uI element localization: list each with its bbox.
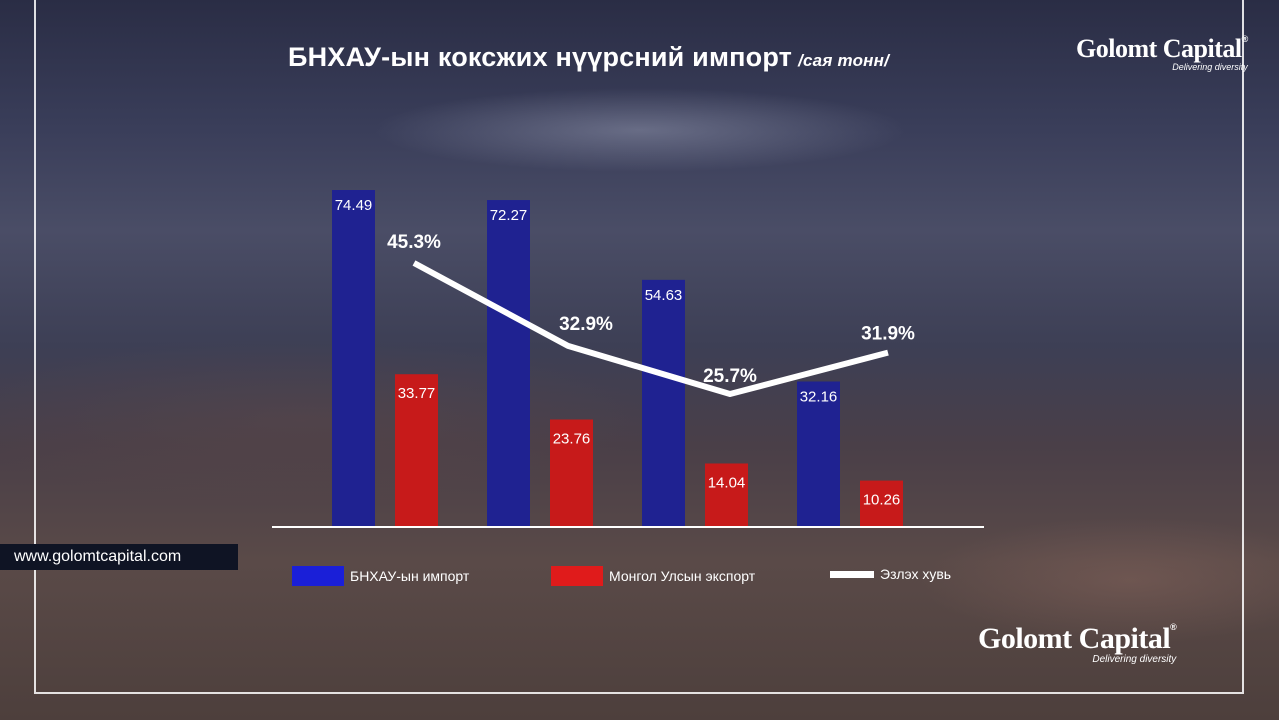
- legend-swatch-share: [830, 570, 874, 578]
- data-label-share-2: 32.9%: [559, 314, 613, 335]
- share-line: [412, 260, 889, 397]
- bar-import-4: [797, 381, 840, 527]
- data-label-export-4: 10.26: [863, 492, 901, 509]
- golomt-capital-logo-bottom: Golomt Capital® Delivering diversity: [978, 622, 1177, 665]
- data-label-export-2: 23.76: [553, 431, 591, 448]
- bar-import-2: [487, 200, 530, 527]
- logo-name: Golomt Capital: [1076, 34, 1242, 63]
- legend-item-export: Монгол Улсын экспорт: [551, 566, 755, 586]
- data-label-import-1: 74.49: [335, 197, 373, 214]
- bar-export-4: [860, 480, 903, 527]
- registered-mark: ®: [1241, 34, 1249, 44]
- legend-item-import: БНХАУ-ын импорт: [292, 566, 469, 586]
- data-label-share-3: 25.7%: [703, 366, 757, 387]
- legend-swatch-export: [551, 566, 603, 586]
- data-label-export-1: 33.77: [398, 385, 436, 402]
- data-label-import-4: 32.16: [800, 389, 838, 406]
- golomt-capital-logo-top: Golomt Capital® Delivering diversity: [1076, 34, 1248, 72]
- chart-title-text: БНХАУ-ын коксжих нүүрсний импорт: [288, 42, 793, 72]
- bar-import-1: [332, 190, 375, 527]
- legend-label-import: БНХАУ-ын импорт: [350, 568, 470, 584]
- data-label-share-1: 45.3%: [387, 232, 441, 253]
- data-label-import-3: 54.63: [645, 287, 683, 304]
- logo-tagline: Delivering diversity: [1172, 62, 1248, 72]
- chart-title: БНХАУ-ын коксжих нүүрсний импорт/сая тон…: [288, 42, 889, 73]
- bar-export-3: [705, 463, 748, 527]
- bar-import-3: [642, 279, 685, 527]
- legend-label-export: Монгол Улсын экспорт: [609, 568, 756, 584]
- website-banner: www.golomtcapital.com: [0, 544, 238, 570]
- logo-tagline: Delivering diversity: [1092, 654, 1177, 665]
- registered-mark: ®: [1170, 622, 1177, 632]
- bar-export-2: [550, 419, 593, 527]
- data-label-share-4: 31.9%: [861, 324, 915, 345]
- legend-label-share: Эзлэх хувь: [880, 566, 952, 582]
- chart-title-unit: /сая тонн/: [798, 51, 890, 70]
- bar-export-1: [395, 374, 438, 527]
- logo-name: Golomt Capital: [978, 622, 1171, 655]
- data-label-import-2: 72.27: [490, 207, 528, 224]
- data-label-export-3: 14.04: [708, 474, 746, 491]
- legend-swatch-import: [292, 566, 344, 586]
- legend-item-share: Эзлэх хувь: [830, 566, 951, 582]
